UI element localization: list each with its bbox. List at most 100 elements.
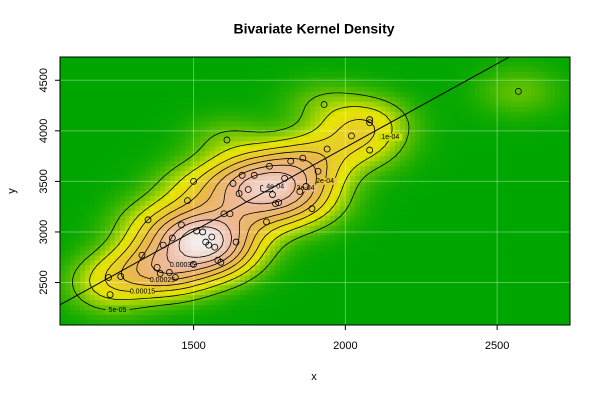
density-cell: [305, 290, 311, 296]
density-cell: [430, 285, 436, 291]
density-cell: [210, 195, 216, 202]
density-cell: [415, 131, 421, 137]
density-cell: [260, 141, 266, 147]
density-cell: [450, 161, 456, 167]
density-cell: [180, 230, 186, 237]
density-cell: [175, 146, 181, 152]
density-cell: [420, 230, 426, 237]
density-cell: [270, 176, 276, 182]
density-cell: [210, 265, 216, 271]
density-cell: [225, 320, 231, 326]
density-cell: [360, 166, 366, 172]
density-cell: [340, 171, 346, 177]
density-cell: [500, 81, 506, 88]
density-cell: [515, 96, 521, 103]
density-cell: [250, 81, 256, 88]
density-cell: [350, 245, 356, 251]
density-cell: [435, 240, 441, 246]
density-cell: [400, 121, 406, 127]
density-cell: [315, 260, 321, 266]
density-cell: [100, 161, 106, 167]
density-cell: [405, 131, 411, 137]
density-cell: [65, 171, 71, 177]
density-cell: [170, 151, 176, 157]
density-cell: [300, 151, 306, 157]
density-cell: [270, 315, 276, 321]
density-cell: [210, 76, 216, 83]
density-cell: [440, 131, 446, 137]
density-cell: [165, 71, 171, 78]
density-cell: [205, 146, 211, 152]
density-cell: [470, 260, 476, 266]
density-cell: [390, 195, 396, 202]
density-cell: [60, 131, 66, 137]
density-cell: [120, 205, 126, 212]
density-cell: [515, 245, 521, 251]
density-cell: [60, 161, 66, 167]
density-cell: [245, 57, 251, 63]
density-cell: [195, 205, 201, 212]
density-cell: [120, 81, 126, 88]
density-cell: [500, 186, 506, 192]
density-cell: [80, 240, 86, 246]
density-cell: [225, 81, 231, 88]
density-cell: [265, 96, 271, 103]
density-cell: [315, 320, 321, 326]
density-cell: [455, 290, 461, 296]
density-cell: [295, 91, 301, 98]
density-cell: [410, 270, 416, 276]
density-cell: [305, 250, 311, 256]
density-cell: [460, 181, 466, 187]
density-cell: [490, 290, 496, 296]
density-cell: [470, 210, 476, 217]
density-cell: [165, 171, 171, 177]
density-cell: [490, 86, 496, 93]
density-cell: [395, 181, 401, 187]
density-cell: [200, 126, 206, 132]
density-cell: [450, 96, 456, 103]
density-cell: [230, 215, 236, 222]
density-cell: [320, 195, 326, 202]
density-cell: [60, 280, 66, 286]
density-cell: [70, 225, 76, 232]
density-cell: [145, 210, 151, 217]
density-cell: [145, 121, 151, 127]
density-cell: [250, 61, 256, 68]
density-cell: [375, 66, 381, 73]
density-cell: [345, 136, 351, 142]
density-cell: [415, 111, 421, 117]
density-cell: [390, 265, 396, 271]
density-cell: [265, 176, 271, 182]
density-cell: [205, 111, 211, 117]
density-cell: [165, 111, 171, 117]
density-cell: [350, 156, 356, 162]
density-cell: [285, 121, 291, 127]
density-cell: [150, 240, 156, 246]
density-cell: [350, 171, 356, 177]
density-cell: [435, 126, 441, 132]
density-cell: [460, 285, 466, 291]
density-cell: [510, 245, 516, 251]
density-cell: [410, 275, 416, 281]
density-cell: [375, 76, 381, 83]
density-cell: [130, 121, 136, 127]
density-cell: [410, 126, 416, 132]
density-cell: [255, 275, 261, 281]
density-cell: [220, 255, 226, 261]
density-cell: [450, 220, 456, 227]
density-cell: [430, 265, 436, 271]
density-cell: [260, 181, 266, 187]
density-cell: [395, 71, 401, 78]
density-cell: [355, 171, 361, 177]
density-cell: [195, 181, 201, 187]
density-cell: [335, 240, 341, 246]
density-cell: [125, 131, 131, 137]
density-cell: [210, 101, 216, 108]
density-cell: [405, 66, 411, 73]
density-cell: [345, 101, 351, 108]
density-cell: [185, 220, 191, 227]
density-cell: [495, 176, 501, 182]
density-cell: [215, 280, 221, 286]
density-cell: [385, 151, 391, 157]
density-cell: [90, 215, 96, 222]
